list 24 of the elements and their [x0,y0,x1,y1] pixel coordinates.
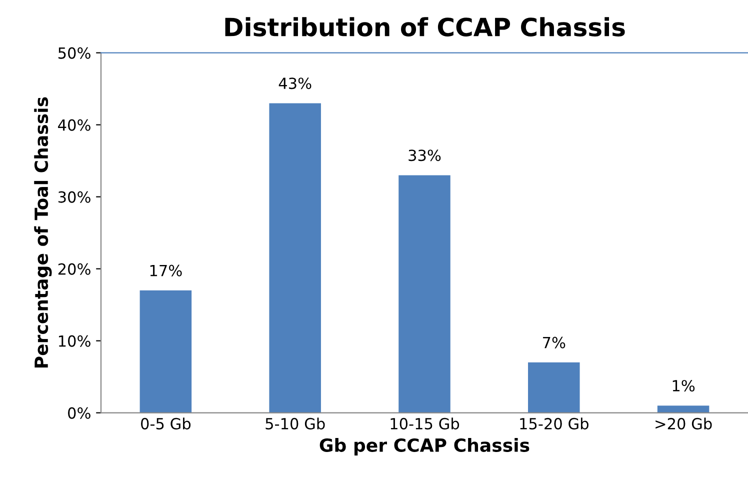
data-label: 7% [543,336,566,348]
y-tick-label: 50% [58,47,90,59]
x-tick-label: >20 Gb [656,418,712,430]
data-label: 1% [672,380,695,392]
x-tick-label: 10-15 Gb [390,418,460,430]
x-tick-label: 0-5 Gb [141,418,191,430]
bar [528,362,580,413]
chart-title: Distribution of CCAP Chassis [225,17,625,36]
data-label: 17% [150,264,182,276]
y-tick-label: 20% [58,263,90,275]
bar [140,290,192,413]
data-label: 43% [278,78,312,90]
data-label: 33% [408,150,441,162]
x-tick-label: 15-20 Gb [520,418,588,430]
y-axis-title: Percentage of Toal Chassis [34,97,52,368]
bar [398,175,450,413]
bar [269,103,321,413]
y-tick-label: 40% [58,119,90,131]
y-tick-label: 10% [58,335,90,347]
x-axis-title: Gb per CCAP Chassis [320,438,530,456]
bar [657,406,710,413]
y-tick-label: 30% [58,191,90,203]
x-tick-label: 5-10 Gb [266,418,325,430]
y-tick-label: 0% [68,407,90,419]
